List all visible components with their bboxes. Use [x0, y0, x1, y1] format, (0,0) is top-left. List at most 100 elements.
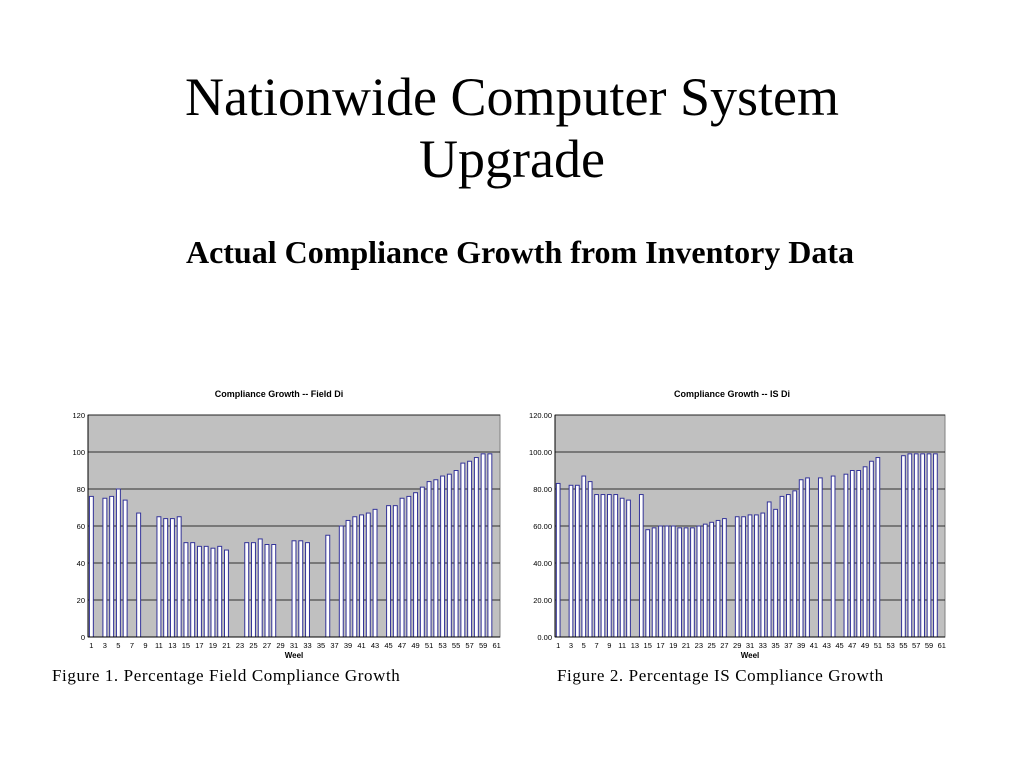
x-tick-label: 39	[344, 641, 352, 650]
x-tick-label: 25	[707, 641, 715, 650]
bar-week-24	[244, 542, 250, 638]
x-tick-label: 61	[492, 641, 500, 650]
bar-week-50	[419, 486, 425, 638]
bar-week-42	[817, 477, 823, 638]
x-tick-label: 13	[168, 641, 176, 650]
x-tick-label: 17	[195, 641, 203, 650]
x-tick-label: 55	[452, 641, 460, 650]
bar-week-55	[453, 470, 459, 638]
chart-title: Compliance Growth -- Field Di	[215, 389, 344, 399]
bar-week-59	[926, 453, 932, 638]
bar-week-19	[210, 547, 216, 638]
bar-week-16	[651, 527, 657, 638]
bar-week-17	[658, 525, 663, 638]
bar-week-12	[163, 518, 169, 638]
x-tick-label: 23	[236, 641, 244, 650]
bar-week-8	[600, 494, 606, 638]
bar-week-26	[715, 519, 721, 638]
bar-week-20	[217, 545, 223, 638]
bar-week-57	[467, 460, 473, 638]
bar-week-28	[271, 544, 277, 638]
x-tick-label: 37	[784, 641, 792, 650]
bar-week-17	[196, 545, 202, 638]
bar-week-39	[345, 519, 351, 638]
bar-week-6	[587, 481, 593, 638]
bar-week-54	[446, 473, 452, 638]
x-tick-label: 53	[438, 641, 446, 650]
x-tick-label: 35	[317, 641, 325, 650]
bar-week-49	[862, 466, 868, 638]
bar-week-24	[702, 523, 708, 638]
bar-week-41	[359, 514, 364, 638]
y-tick-label: 20.00	[533, 596, 552, 605]
bar-week-31	[747, 514, 753, 638]
x-axis-label: Weel	[285, 651, 304, 660]
chart-title: Compliance Growth -- IS Di	[674, 389, 790, 399]
x-tick-label: 29	[276, 641, 284, 650]
y-tick-label: 20	[77, 596, 85, 605]
field-compliance-chart: Compliance Growth -- Field Di 0 20 40 60 80 10…	[52, 384, 508, 667]
bar-week-48	[856, 470, 862, 638]
x-tick-label: 33	[759, 641, 767, 650]
bar-week-19	[670, 525, 676, 638]
bar-week-32	[298, 540, 304, 638]
bar-week-35	[773, 508, 778, 638]
bar-week-32	[754, 514, 759, 638]
x-axis-label: Weel	[741, 651, 760, 660]
x-tick-label: 29	[733, 641, 741, 650]
x-tick-label: 43	[823, 641, 831, 650]
y-tick-label: 60	[77, 522, 85, 531]
is-compliance-chart: Compliance Growth -- IS Di 0.00 20.00 40.00…	[518, 384, 958, 667]
bar-week-58	[473, 457, 479, 638]
x-tick-label: 35	[771, 641, 779, 650]
y-tick-label: 120.00	[529, 411, 552, 420]
bar-week-55	[901, 455, 906, 638]
y-tick-label: 0	[81, 633, 85, 642]
y-tick-label: 40.00	[533, 559, 552, 568]
x-tick-label: 31	[746, 641, 754, 650]
bar-week-51	[875, 457, 881, 638]
bar-week-47	[849, 470, 855, 638]
x-tick-label: 51	[425, 641, 433, 650]
bar-week-8	[136, 512, 142, 638]
x-tick-label: 9	[607, 641, 611, 650]
bar-week-27	[722, 518, 727, 638]
bar-week-42	[365, 512, 371, 638]
bar-week-51	[426, 481, 432, 638]
x-tick-label: 53	[886, 641, 894, 650]
bar-week-27	[264, 544, 270, 638]
x-tick-label: 15	[644, 641, 652, 650]
x-tick-label: 3	[103, 641, 107, 650]
x-tick-label: 37	[330, 641, 338, 650]
bar-week-34	[766, 501, 772, 638]
bar-week-45	[386, 505, 392, 638]
bar-week-15	[645, 529, 651, 638]
x-tick-label: 59	[925, 641, 933, 650]
bar-week-6	[122, 499, 128, 638]
bar-week-3	[568, 484, 574, 638]
bar-week-4	[575, 484, 580, 638]
x-tick-label: 33	[303, 641, 311, 650]
bar-week-36	[779, 495, 785, 638]
y-tick-label: 80.00	[533, 485, 552, 494]
bar-week-1	[555, 482, 561, 638]
bar-week-49	[413, 492, 419, 638]
x-tick-label: 57	[912, 641, 920, 650]
bar-week-29	[734, 516, 740, 638]
bar-week-37	[786, 494, 791, 638]
x-tick-label: 47	[848, 641, 856, 650]
bar-week-7	[594, 494, 599, 638]
bar-week-3	[102, 497, 108, 638]
x-tick-label: 11	[618, 641, 626, 650]
bar-week-40	[352, 516, 358, 638]
x-tick-label: 21	[222, 641, 230, 650]
x-tick-label: 41	[357, 641, 365, 650]
bar-week-48	[406, 495, 412, 638]
x-tick-label: 1	[89, 641, 93, 650]
bar-week-22	[690, 527, 695, 638]
bar-week-52	[433, 479, 439, 638]
bar-week-46	[843, 473, 849, 638]
x-tick-label: 57	[465, 641, 473, 650]
figure-2-caption: Figure 2. Percentage IS Compliance Growt…	[557, 666, 884, 685]
bar-week-31	[291, 540, 297, 638]
